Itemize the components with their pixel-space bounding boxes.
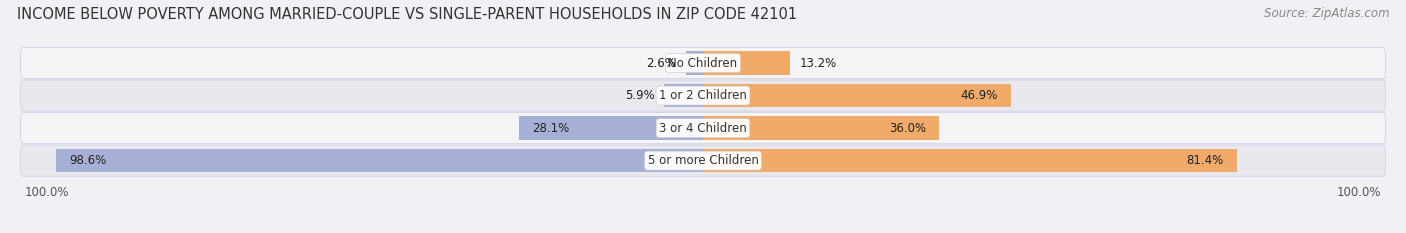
Text: 1 or 2 Children: 1 or 2 Children <box>659 89 747 102</box>
FancyBboxPatch shape <box>21 48 1385 79</box>
Text: INCOME BELOW POVERTY AMONG MARRIED-COUPLE VS SINGLE-PARENT HOUSEHOLDS IN ZIP COD: INCOME BELOW POVERTY AMONG MARRIED-COUPL… <box>17 7 797 22</box>
Bar <box>703 84 1011 107</box>
Text: 28.1%: 28.1% <box>531 122 569 135</box>
Text: 81.4%: 81.4% <box>1187 154 1225 167</box>
Text: Source: ZipAtlas.com: Source: ZipAtlas.com <box>1264 7 1389 20</box>
Bar <box>664 84 703 107</box>
Text: 13.2%: 13.2% <box>800 57 837 70</box>
Text: 2.6%: 2.6% <box>647 57 676 70</box>
Bar <box>703 116 939 140</box>
Bar <box>56 149 703 172</box>
Text: 98.6%: 98.6% <box>69 154 107 167</box>
Text: 36.0%: 36.0% <box>889 122 927 135</box>
Text: 3 or 4 Children: 3 or 4 Children <box>659 122 747 135</box>
Text: 46.9%: 46.9% <box>960 89 998 102</box>
FancyBboxPatch shape <box>21 80 1385 111</box>
Bar <box>519 116 703 140</box>
Text: No Children: No Children <box>668 57 738 70</box>
Text: 5.9%: 5.9% <box>624 89 654 102</box>
Bar <box>703 51 790 75</box>
FancyBboxPatch shape <box>21 113 1385 144</box>
Bar <box>703 149 1237 172</box>
Text: 5 or more Children: 5 or more Children <box>648 154 758 167</box>
FancyBboxPatch shape <box>21 145 1385 176</box>
Bar <box>686 51 703 75</box>
